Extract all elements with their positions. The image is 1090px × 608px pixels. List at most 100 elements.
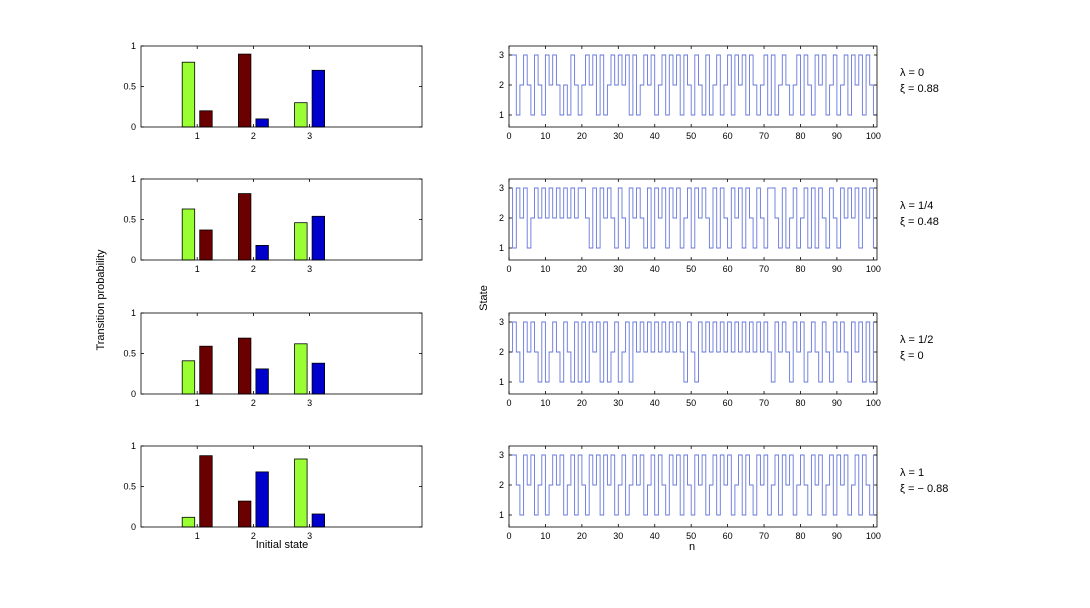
y-tick-label: 1 bbox=[499, 110, 504, 120]
lambda-label: λ = 1/2 bbox=[900, 334, 933, 346]
xi-label: ξ = − 0.88 bbox=[900, 483, 948, 495]
trajectory-panel-3: 0 10 20 30 40 50 60 70 80 90 100 1 2 3 λ = 1/2 ξ = 0 bbox=[499, 312, 933, 408]
x-tick-label: 90 bbox=[832, 531, 842, 541]
y-tick-label: 0 bbox=[131, 389, 136, 399]
bar-p2-cat1-s2 bbox=[199, 229, 213, 261]
x-tick-label: 3 bbox=[307, 131, 312, 141]
lambda-label: λ = 1/4 bbox=[900, 200, 933, 212]
x-tick-label: 100 bbox=[866, 398, 881, 408]
bar-p3-cat1-s3 bbox=[181, 360, 196, 395]
x-tick-label: 60 bbox=[723, 264, 733, 274]
left-y-axis-label: Transition probability bbox=[95, 249, 107, 351]
x-tick-label: 0 bbox=[506, 131, 511, 141]
x-tick-label: 3 bbox=[307, 264, 312, 274]
y-tick-label: 1 bbox=[131, 308, 136, 318]
y-tick-label: 1 bbox=[131, 441, 136, 451]
y-tick-label: 1 bbox=[499, 377, 504, 387]
trajectory-line-3 bbox=[509, 321, 877, 383]
x-tick-label: 90 bbox=[832, 131, 842, 141]
y-tick-label: 2 bbox=[499, 80, 504, 90]
y-tick-label: 0 bbox=[131, 522, 136, 532]
right-y-axis-label: State bbox=[478, 285, 490, 311]
x-tick-label: 50 bbox=[686, 398, 696, 408]
x-tick-label: 1 bbox=[195, 398, 200, 408]
x-tick-label: 60 bbox=[723, 131, 733, 141]
x-tick-label: 80 bbox=[795, 531, 805, 541]
bar-p3-cat1-s2 bbox=[199, 345, 213, 395]
x-tick-label: 60 bbox=[723, 531, 733, 541]
x-tick-label: 0 bbox=[506, 264, 511, 274]
x-tick-label: 3 bbox=[307, 398, 312, 408]
bar-p4-cat1-s2 bbox=[199, 455, 213, 528]
x-tick-label: 90 bbox=[832, 398, 842, 408]
bar-p1-cat1-s2 bbox=[199, 110, 213, 128]
x-tick-label: 100 bbox=[866, 131, 881, 141]
bar-p1-cat3-s3 bbox=[294, 102, 308, 128]
y-tick-label: 1 bbox=[499, 510, 504, 520]
y-tick-label: 3 bbox=[499, 450, 504, 460]
x-tick-label: 30 bbox=[613, 264, 623, 274]
y-tick-label: 0 bbox=[131, 255, 136, 265]
bar-p4-cat1-s3 bbox=[181, 516, 196, 528]
x-tick-label: 90 bbox=[832, 264, 842, 274]
trajectory-line-2 bbox=[509, 187, 877, 249]
trajectory-panel-2: 0 10 20 30 40 50 60 70 80 90 100 1 2 3 λ = 1/4 ξ = 0.48 bbox=[499, 178, 939, 274]
bar-p2-cat2-s2 bbox=[237, 193, 252, 261]
y-tick-label: 1 bbox=[131, 41, 136, 51]
bar-p3-cat3-s3 bbox=[294, 343, 308, 395]
x-tick-label: 1 bbox=[195, 131, 200, 141]
lambda-label: λ = 0 bbox=[900, 67, 924, 79]
trajectory-line-1 bbox=[509, 54, 877, 116]
x-tick-label: 10 bbox=[540, 398, 550, 408]
y-tick-label: 2 bbox=[499, 213, 504, 223]
x-tick-label: 20 bbox=[577, 264, 587, 274]
x-tick-label: 10 bbox=[540, 264, 550, 274]
bar-p2-cat3-s3 bbox=[294, 222, 308, 261]
x-tick-label: 80 bbox=[795, 264, 805, 274]
bar-p2-cat1-s3 bbox=[181, 208, 196, 261]
x-tick-label: 30 bbox=[613, 398, 623, 408]
bar-panel-frame bbox=[140, 445, 423, 528]
xi-label: ξ = 0.88 bbox=[900, 83, 939, 95]
trajectory-panel-4: 0 10 20 30 40 50 60 70 80 90 100 1 2 3 λ = 1 ξ = − 0.88 bbox=[499, 445, 948, 541]
x-tick-label: 20 bbox=[577, 531, 587, 541]
bar-p4-cat3-s3 bbox=[294, 458, 308, 528]
trajectory-panel-frame bbox=[508, 45, 878, 128]
bar-p4-cat2-s1 bbox=[255, 471, 269, 528]
trajectory-panel-frame bbox=[508, 178, 878, 261]
x-tick-label: 40 bbox=[650, 264, 660, 274]
x-tick-label: 70 bbox=[759, 398, 769, 408]
x-tick-label: 60 bbox=[723, 398, 733, 408]
x-tick-label: 1 bbox=[195, 531, 200, 541]
x-tick-label: 50 bbox=[686, 264, 696, 274]
bar-panel-3: 1 2 3 0 0.5 1 bbox=[123, 308, 423, 408]
y-tick-label: 0.5 bbox=[123, 82, 136, 92]
y-tick-label: 1 bbox=[131, 174, 136, 184]
trajectory-panel-1: 0 10 20 30 40 50 60 70 80 90 100 1 2 3 λ = 0 ξ = 0.88 bbox=[499, 45, 939, 141]
y-tick-label: 0.5 bbox=[123, 215, 136, 225]
bar-p2-cat2-s1 bbox=[255, 244, 269, 261]
bar-p4-cat3-s1 bbox=[311, 513, 326, 528]
x-tick-label: 3 bbox=[307, 531, 312, 541]
x-tick-label: 40 bbox=[650, 531, 660, 541]
bar-panel-1: 1 2 3 0 0.5 1 bbox=[123, 41, 423, 141]
x-tick-label: 2 bbox=[251, 131, 256, 141]
y-tick-label: 2 bbox=[499, 480, 504, 490]
bar-panel-4: 1 2 3 0 0.5 1 bbox=[123, 441, 423, 541]
x-tick-label: 30 bbox=[613, 131, 623, 141]
xi-label: ξ = 0 bbox=[900, 350, 924, 362]
bar-p4-cat2-s2 bbox=[237, 500, 252, 528]
x-tick-label: 1 bbox=[195, 264, 200, 274]
x-tick-label: 20 bbox=[577, 131, 587, 141]
lambda-label: λ = 1 bbox=[900, 467, 924, 479]
bar-p2-cat3-s1 bbox=[311, 215, 326, 261]
y-tick-label: 3 bbox=[499, 50, 504, 60]
x-tick-label: 10 bbox=[540, 131, 550, 141]
x-tick-label: 80 bbox=[795, 131, 805, 141]
x-tick-label: 30 bbox=[613, 531, 623, 541]
x-tick-label: 0 bbox=[506, 531, 511, 541]
left-bar-panels: 1 2 3 0 0.5 1 1 2 3 0 0.5 1 1 2 3 0 0.5 1 1 2 3 0 0.5 1 bbox=[123, 41, 423, 541]
y-tick-label: 0 bbox=[131, 122, 136, 132]
